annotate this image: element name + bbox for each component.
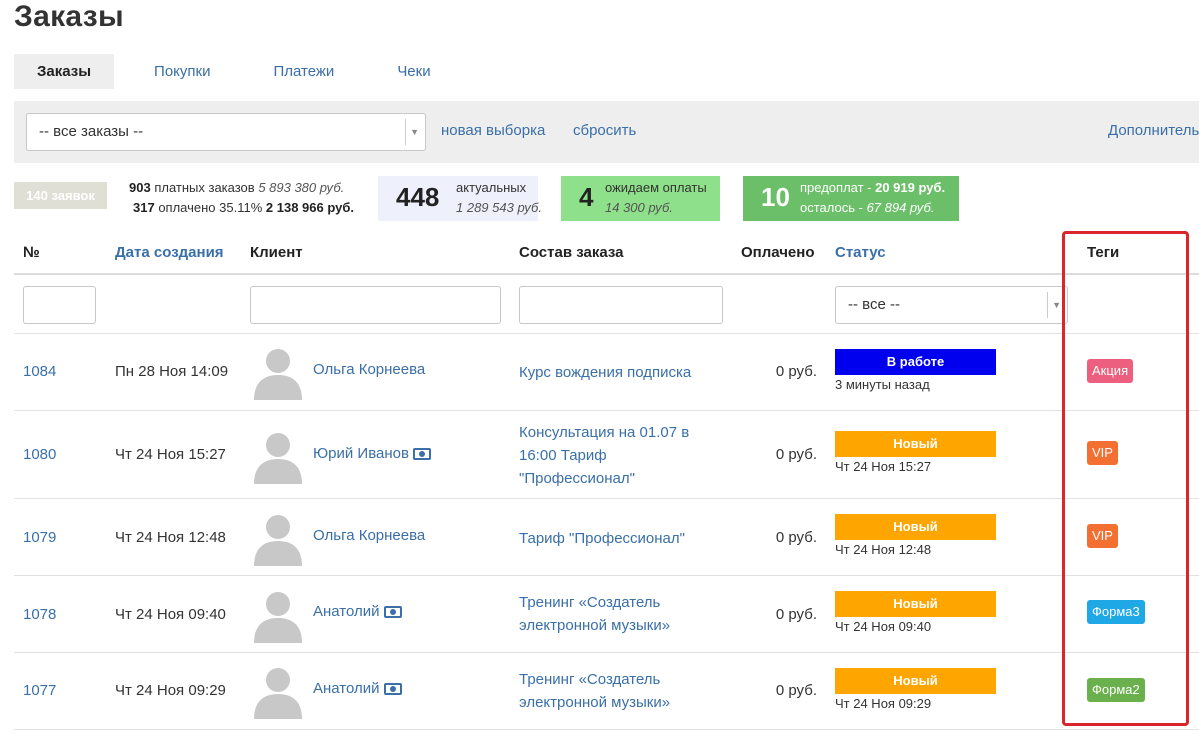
tag-badge[interactable]: Форма3: [1087, 600, 1145, 624]
paid-amount: 0 руб.: [775, 446, 817, 463]
row-divider: [14, 652, 1199, 653]
order-id-link[interactable]: 1077: [23, 682, 57, 699]
new-selection-link[interactable]: новая выборка: [441, 122, 546, 139]
col-header-paid: Оплачено: [741, 244, 815, 261]
client-link[interactable]: Анатолий: [313, 603, 402, 620]
order-items-link[interactable]: Курс вождения подписка: [519, 364, 692, 381]
row-divider: [14, 575, 1199, 576]
table-row: 1080 Чт 24 Ноя 15:27 Юрий Иванов Консуль…: [0, 411, 1199, 498]
paid-amount: 0 руб.: [775, 529, 817, 546]
order-date: Чт 24 Ноя 12:48: [115, 529, 226, 546]
items-filter-input[interactable]: [519, 286, 723, 324]
status-time: Чт 24 Ноя 09:40: [835, 619, 932, 634]
tag-badge[interactable]: VIP: [1087, 524, 1118, 548]
tag-badge[interactable]: Акция: [1087, 359, 1134, 383]
user-avatar-icon: [254, 433, 302, 484]
status-badge: Новый: [835, 668, 996, 694]
prepay-stat-box[interactable]: 10 предоплат - 20 919 руб. осталось - 67…: [743, 176, 959, 221]
order-id-link[interactable]: 1084: [23, 363, 57, 380]
status-badge: Новый: [835, 514, 996, 540]
status-time: Чт 24 Ноя 09:29: [835, 696, 932, 711]
col-header-status[interactable]: Статус: [835, 244, 886, 261]
order-id-link[interactable]: 1078: [23, 606, 57, 623]
order-items-link[interactable]: Консультация на 01.07 в 16:00 Тариф "Про…: [519, 424, 690, 487]
awaiting-stat-box[interactable]: 4 ожидаем оплаты 14 300 руб.: [561, 176, 720, 221]
paid-orders-stat: 903 платных заказов 5 893 380 руб.: [129, 180, 345, 195]
status-time: Чт 24 Ноя 12:48: [835, 542, 932, 557]
row-divider: [14, 333, 1199, 334]
order-id-link[interactable]: 1080: [23, 446, 57, 463]
order-date: Чт 24 Ноя 09:29: [115, 682, 226, 699]
client-filter-input[interactable]: [250, 286, 501, 324]
paid-amount: 0 руб.: [775, 363, 817, 380]
user-avatar-icon: [254, 592, 302, 643]
tag-badge[interactable]: VIP: [1087, 441, 1118, 465]
tab-purchases[interactable]: Покупки: [154, 63, 211, 80]
num-filter-input[interactable]: [23, 286, 96, 324]
more-filters-link[interactable]: Дополнитель: [1108, 122, 1199, 139]
row-divider: [14, 729, 1199, 730]
reset-link[interactable]: сбросить: [573, 122, 637, 139]
paid-amount: 0 руб.: [775, 606, 817, 623]
actual-stat-box[interactable]: 448 актуальных 1 289 543 руб.: [378, 176, 542, 221]
order-date: Чт 24 Ноя 09:40: [115, 606, 226, 623]
status-badge: Новый: [835, 431, 996, 457]
header-divider: [14, 273, 1199, 275]
money-icon: [383, 606, 402, 619]
row-divider: [14, 498, 1199, 499]
client-link[interactable]: Ольга Корнеева: [313, 361, 426, 378]
user-avatar-icon: [254, 515, 302, 566]
client-link[interactable]: Юрий Иванов: [313, 445, 431, 462]
paid-amount: 0 руб.: [775, 682, 817, 699]
client-link[interactable]: Ольга Корнеева: [313, 527, 426, 544]
money-icon: [412, 448, 431, 461]
col-header-created[interactable]: Дата создания: [115, 244, 224, 261]
client-link[interactable]: Анатолий: [313, 680, 402, 697]
paid-stat: 317 оплачено 35.11% 2 138 966 руб.: [133, 200, 354, 215]
order-id-link[interactable]: 1079: [23, 529, 57, 546]
orders-filter-select[interactable]: -- все заказы -- ▼: [26, 113, 426, 151]
row-divider: [14, 410, 1199, 411]
tab-receipts[interactable]: Чеки: [397, 63, 431, 80]
requests-badge[interactable]: 140 заявок: [14, 182, 107, 209]
status-badge: В работе: [835, 349, 996, 375]
user-avatar-icon: [254, 668, 302, 719]
table-row: 1084 Пн 28 Ноя 14:09 Ольга Корнеева Курс…: [0, 334, 1199, 410]
page-title: Заказы: [14, 0, 124, 33]
tab-payments[interactable]: Платежи: [273, 63, 335, 80]
table-row: 1077 Чт 24 Ноя 09:29 Анатолий Тренинг «С…: [0, 653, 1199, 729]
chevron-down-icon: ▼: [1052, 300, 1061, 310]
status-time: 3 минуты назад: [835, 377, 930, 392]
col-header-tags: Теги: [1087, 244, 1120, 261]
table-row: 1079 Чт 24 Ноя 12:48 Ольга Корнеева Тари…: [0, 499, 1199, 575]
col-header-num: №: [23, 244, 40, 261]
order-date: Чт 24 Ноя 15:27: [115, 446, 226, 463]
order-items-link[interactable]: Тренинг «Создатель электронной музыки»: [519, 671, 671, 711]
chevron-down-icon: ▼: [410, 127, 419, 137]
tab-orders[interactable]: Заказы: [14, 54, 115, 89]
filter-bar: -- все заказы -- ▼ новая выборка сбросит…: [14, 101, 1199, 163]
table-row: 1078 Чт 24 Ноя 09:40 Анатолий Тренинг «С…: [0, 576, 1199, 652]
order-date: Пн 28 Ноя 14:09: [115, 363, 229, 380]
orders-filter-value: -- все заказы --: [39, 123, 144, 140]
order-items-link[interactable]: Тариф "Профессионал": [519, 530, 685, 547]
status-time: Чт 24 Ноя 15:27: [835, 459, 932, 474]
col-header-client: Клиент: [250, 244, 303, 261]
col-header-items: Состав заказа: [519, 244, 624, 261]
status-filter-select[interactable]: -- все -- ▼: [835, 286, 1068, 324]
tag-badge[interactable]: Форма2: [1087, 678, 1145, 702]
tabs: Заказы Покупки Платежи Чеки: [14, 54, 454, 89]
order-items-link[interactable]: Тренинг «Создатель электронной музыки»: [519, 594, 671, 634]
money-icon: [383, 683, 402, 696]
status-badge: Новый: [835, 591, 996, 617]
user-avatar-icon: [254, 349, 302, 400]
